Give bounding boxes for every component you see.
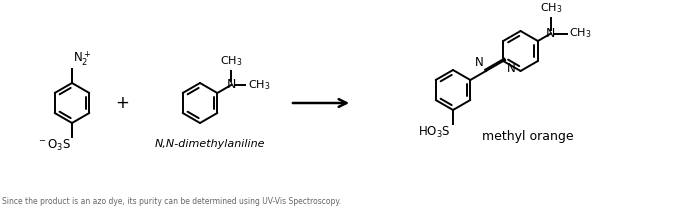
Text: N: N [475, 56, 484, 69]
Text: N: N [507, 62, 516, 75]
Text: N$_2^+$: N$_2^+$ [73, 49, 92, 68]
Text: HO$_3$S: HO$_3$S [419, 125, 451, 140]
Text: N: N [546, 27, 556, 40]
Text: methyl orange: methyl orange [482, 130, 574, 143]
Text: CH$_3$: CH$_3$ [540, 2, 562, 16]
Text: CH$_3$: CH$_3$ [220, 54, 242, 68]
Text: CH$_3$: CH$_3$ [248, 78, 271, 92]
Text: N: N [227, 78, 236, 92]
Text: N,N-dimethylaniline: N,N-dimethylaniline [155, 139, 265, 149]
Text: $^-$O$_3$S: $^-$O$_3$S [36, 138, 71, 153]
Text: +: + [115, 94, 129, 112]
Text: Since the product is an azo dye, its purity can be determined using UV-Vis Spect: Since the product is an azo dye, its pur… [2, 197, 341, 206]
Text: CH$_3$: CH$_3$ [569, 27, 591, 40]
